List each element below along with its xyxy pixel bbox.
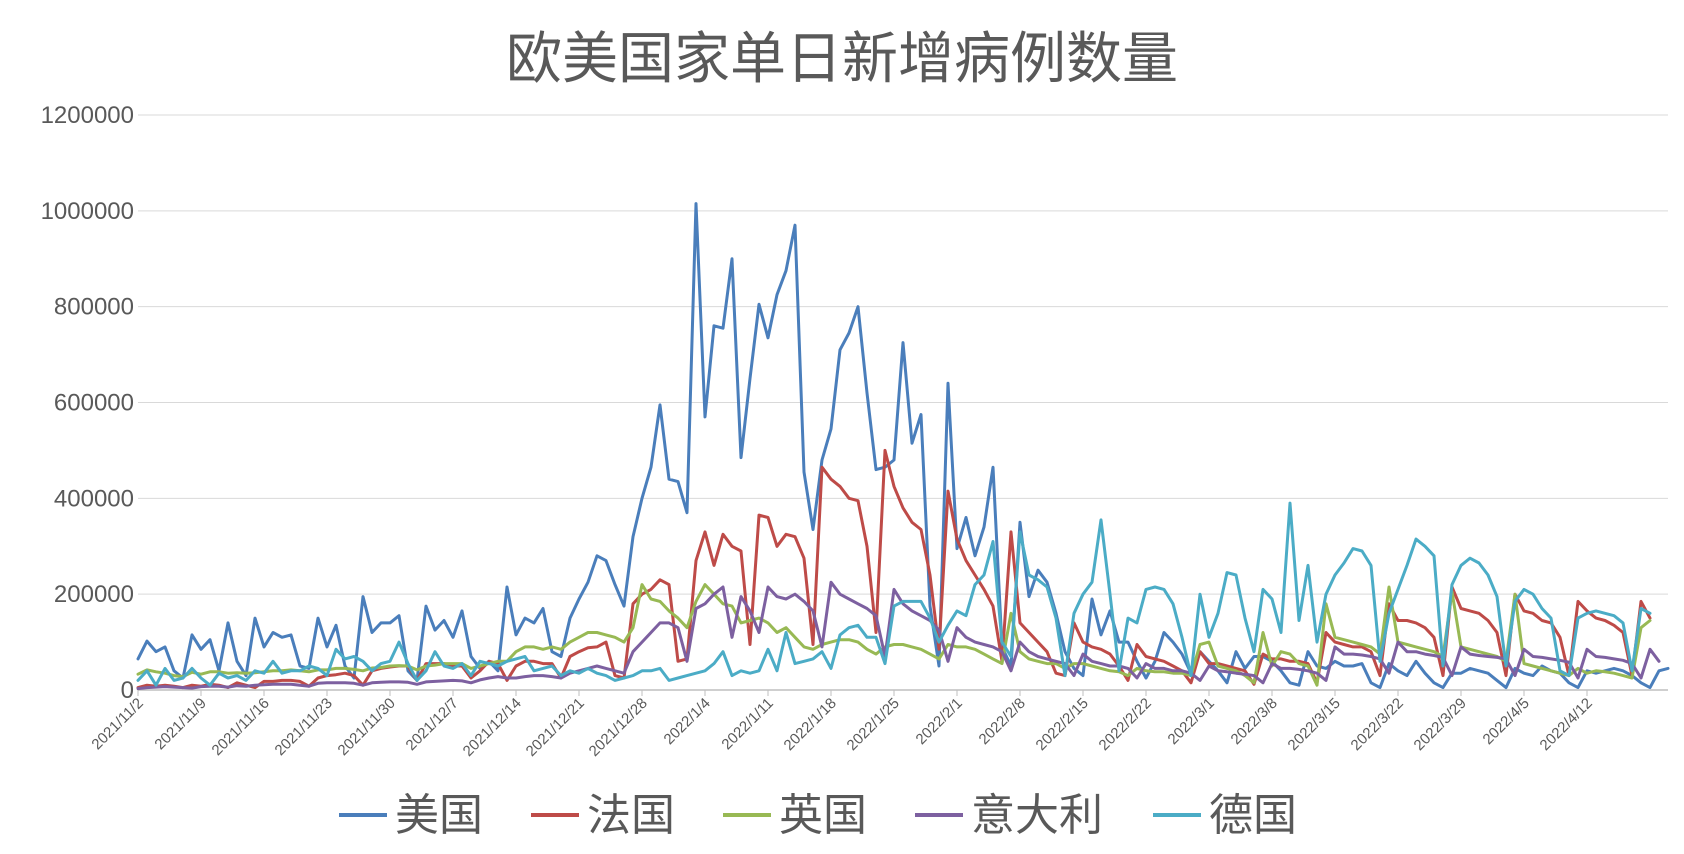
legend-label: 意大利	[971, 790, 1103, 841]
x-tick-label: 2022/4/12	[1537, 695, 1596, 754]
legend-item-2: 英国	[723, 790, 867, 841]
y-tick-label: 0	[121, 677, 134, 704]
x-tick-label: 2022/3/22	[1348, 695, 1407, 754]
legend-item-3: 意大利	[915, 790, 1103, 841]
legend-item-0: 美国	[339, 790, 483, 841]
x-tick-label: 2022/1/25	[844, 695, 903, 754]
y-tick-label: 1000000	[41, 198, 134, 225]
x-tick-label: 2022/1/11	[718, 695, 776, 753]
y-tick-label: 400000	[54, 485, 134, 512]
x-tick-label: 2021/12/21	[523, 695, 588, 760]
y-tick-label: 200000	[54, 581, 134, 608]
x-tick-label: 2022/4/5	[1480, 695, 1533, 748]
x-tick-label: 2021/12/28	[586, 695, 651, 760]
x-tick-label: 2021/11/2	[88, 695, 146, 753]
legend-label: 英国	[779, 790, 867, 841]
y-tick-label: 1200000	[41, 102, 134, 129]
x-tick-label: 2022/2/8	[976, 695, 1029, 748]
x-tick-label: 2021/12/7	[403, 695, 462, 754]
x-tick-label: 2022/2/22	[1096, 695, 1155, 754]
x-tick-label: 2022/3/1	[1165, 695, 1218, 748]
series-line-4	[136, 501, 1652, 687]
x-tick-label: 2022/1/18	[781, 695, 840, 754]
series-line-3	[136, 580, 1661, 691]
gridlines	[138, 114, 1668, 691]
x-tick-label: 2021/11/16	[209, 695, 273, 759]
x-tick-label: 2021/11/30	[335, 695, 399, 759]
x-tick-label: 2021/11/23	[272, 695, 336, 759]
x-tick-label: 2022/1/4	[661, 695, 714, 748]
x-tick-label: 2022/2/15	[1033, 695, 1092, 754]
x-tick-label: 2021/11/9	[151, 695, 209, 753]
x-tick-label: 2022/3/8	[1228, 695, 1281, 748]
series-lines	[136, 202, 1670, 691]
legend: 美国 法国 英国 意大利 德国	[339, 790, 1297, 841]
series-line-0	[136, 202, 1670, 690]
legend-label: 法国	[587, 790, 675, 841]
x-tick-label: 2022/3/29	[1411, 695, 1470, 754]
chart-title: 欧美国家单日新增病例数量	[506, 27, 1178, 92]
x-tick-label: 2022/3/15	[1285, 695, 1344, 754]
y-tick-label: 600000	[54, 390, 134, 417]
x-tick-label: 2021/12/14	[460, 695, 525, 760]
legend-label: 美国	[395, 790, 483, 841]
legend-item-4: 德国	[1153, 790, 1297, 841]
y-axis-ticks: 0 200000 400000 600000 800000 1000000 1200000	[41, 102, 134, 704]
x-tick-label: 2022/2/1	[913, 695, 966, 748]
y-tick-label: 800000	[54, 294, 134, 321]
series-line-1	[136, 448, 1652, 690]
legend-item-1: 法国	[531, 790, 675, 841]
x-axis-ticks: 2021/11/2 2021/11/92021/11/162021/11/2320…	[88, 690, 1596, 760]
legend-label: 德国	[1209, 790, 1297, 841]
